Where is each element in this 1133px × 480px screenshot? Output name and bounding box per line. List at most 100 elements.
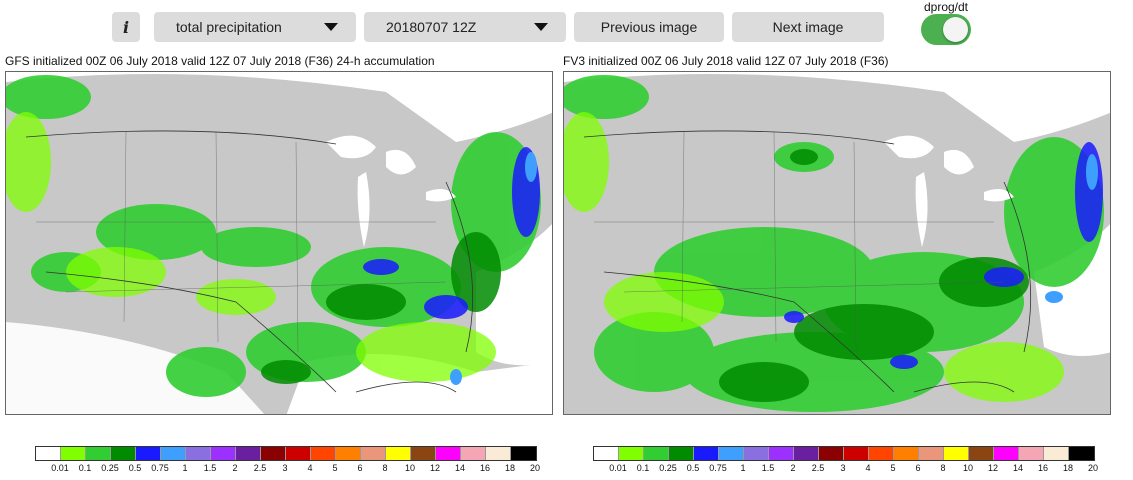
info-button[interactable]: i (112, 12, 140, 42)
fv3-precip-map (563, 71, 1111, 415)
colorbar-swatch (311, 447, 336, 460)
colorbar-swatch (336, 447, 361, 460)
colorbar-swatch (211, 447, 236, 460)
colorbar-swatch (619, 447, 644, 460)
colorbar-swatches (35, 446, 537, 461)
colorbar-swatch (744, 447, 769, 460)
colorbar-swatch (594, 447, 619, 460)
colorbar-swatch (286, 447, 311, 460)
colorbar-tick-label: 6 (357, 463, 363, 473)
gfs-map-image (6, 72, 552, 414)
colorbar-tick-label: 5 (332, 463, 338, 473)
colorbar-tick-label: 0.75 (709, 463, 727, 473)
fv3-map-image (564, 72, 1110, 414)
colorbar-tick-label: 5 (890, 463, 896, 473)
colorbar-tick-label: 0.01 (51, 463, 69, 473)
colorbar-swatch (361, 447, 386, 460)
colorbar-swatch (994, 447, 1019, 460)
colorbar-swatch (844, 447, 869, 460)
dprog-dt-toggle[interactable] (921, 14, 971, 45)
colorbar-swatch (411, 447, 436, 460)
toggle-knob[interactable] (943, 17, 968, 42)
colorbar-tick-label: 0.1 (78, 463, 92, 473)
colorbar-tick-label: 0.01 (609, 463, 627, 473)
colorbar-swatch (461, 447, 486, 460)
colorbar-tick-label: 2.5 (253, 463, 267, 473)
dprog-dt-label: dprog/dt (923, 0, 969, 14)
colorbar-swatch (1019, 447, 1044, 460)
colorbar-swatch (819, 447, 844, 460)
colorbar-swatch (944, 447, 969, 460)
variable-select[interactable]: total precipitation (154, 12, 356, 42)
colorbar-tick-label: 4 (307, 463, 313, 473)
colorbar-swatch (694, 447, 719, 460)
colorbar-tick-label: 12 (429, 463, 441, 473)
gfs-precip-map (5, 71, 553, 415)
gfs-panel-title: GFS initialized 00Z 06 July 2018 valid 1… (5, 54, 435, 68)
colorbar-swatch (236, 447, 261, 460)
colorbar-swatch (36, 447, 61, 460)
colorbar-labels: 0.01 0.1 0.25 0.5 0.75 1 1.5 2 2.5 3 4 5 6 8 10 12 14 16 1… (35, 463, 540, 475)
colorbar-tick-label: 8 (940, 463, 946, 473)
colorbar-tick-label: 10 (962, 463, 974, 473)
colorbar-tick-label: 20 (1087, 463, 1099, 473)
colorbar-tick-label: 14 (1012, 463, 1024, 473)
fv3-panel-title: FV3 initialized 00Z 06 July 2018 valid 1… (563, 54, 889, 68)
colorbar-tick-label: 1 (182, 463, 188, 473)
colorbar-swatch (136, 447, 161, 460)
colorbar-swatch (161, 447, 186, 460)
colorbar-tick-label: 18 (504, 463, 516, 473)
colorbar-tick-label: 0.75 (151, 463, 169, 473)
colorbar-tick-label: 0.1 (636, 463, 650, 473)
colorbar-swatch (894, 447, 919, 460)
colorbar-swatch (86, 447, 111, 460)
colorbar-tick-label: 4 (865, 463, 871, 473)
colorbar-swatch (869, 447, 894, 460)
colorbar-swatch (969, 447, 994, 460)
colorbar-swatch (436, 447, 461, 460)
next-image-button[interactable]: Next image (732, 12, 884, 42)
colorbar-swatch (669, 447, 694, 460)
dprog-dt-toggle-group: dprog/dt (918, 0, 974, 50)
colorbar-labels: 0.01 0.1 0.25 0.5 0.75 1 1.5 2 2.5 3 4 5 6 8 10 12 14 16 1… (593, 463, 1098, 475)
colorbar-tick-label: 1.5 (761, 463, 775, 473)
colorbar-tick-label: 18 (1062, 463, 1074, 473)
colorbar-tick-label: 20 (529, 463, 541, 473)
colorbar-tick-label: 1 (740, 463, 746, 473)
colorbar-tick-label: 16 (1037, 463, 1049, 473)
colorbar-swatch (111, 447, 136, 460)
colorbar-tick-label: 14 (454, 463, 466, 473)
colorbar-swatch (719, 447, 744, 460)
colorbar-tick-label: 0.25 (101, 463, 119, 473)
date-select[interactable]: 20180707 12Z (364, 12, 566, 42)
colorbar-tick-label: 2 (232, 463, 238, 473)
colorbar-tick-label: 8 (382, 463, 388, 473)
colorbar-swatch (769, 447, 794, 460)
colorbar-tick-label: 0.25 (659, 463, 677, 473)
colorbar-tick-label: 16 (479, 463, 491, 473)
colorbar-swatch (186, 447, 211, 460)
colorbar-tick-label: 2.5 (811, 463, 825, 473)
previous-image-button[interactable]: Previous image (574, 12, 724, 42)
colorbar-tick-label: 2 (790, 463, 796, 473)
colorbar-swatch (1069, 447, 1094, 460)
toolbar: i total precipitation 20180707 12Z Previ… (0, 0, 1133, 52)
colorbar-swatch (1044, 447, 1069, 460)
colorbar-swatch (486, 447, 511, 460)
colorbar-tick-label: 0.5 (686, 463, 700, 473)
chevron-down-icon (534, 23, 548, 31)
colorbar-swatch (794, 447, 819, 460)
colorbar-swatch (386, 447, 411, 460)
colorbar-tick-label: 10 (404, 463, 416, 473)
date-select-value: 20180707 12Z (386, 19, 477, 35)
colorbar-swatch (919, 447, 944, 460)
chevron-down-icon (324, 23, 338, 31)
colorbar-swatches (593, 446, 1095, 461)
colorbar-tick-label: 3 (282, 463, 288, 473)
colorbar-swatch (511, 447, 536, 460)
gfs-colorbar: 0.01 0.1 0.25 0.5 0.75 1 1.5 2 2.5 3 4 5 6 8 10 12 14 16 1… (35, 446, 540, 475)
colorbar-tick-label: 6 (915, 463, 921, 473)
fv3-colorbar: 0.01 0.1 0.25 0.5 0.75 1 1.5 2 2.5 3 4 5 6 8 10 12 14 16 1… (593, 446, 1098, 475)
colorbar-swatch (261, 447, 286, 460)
colorbar-tick-label: 3 (840, 463, 846, 473)
